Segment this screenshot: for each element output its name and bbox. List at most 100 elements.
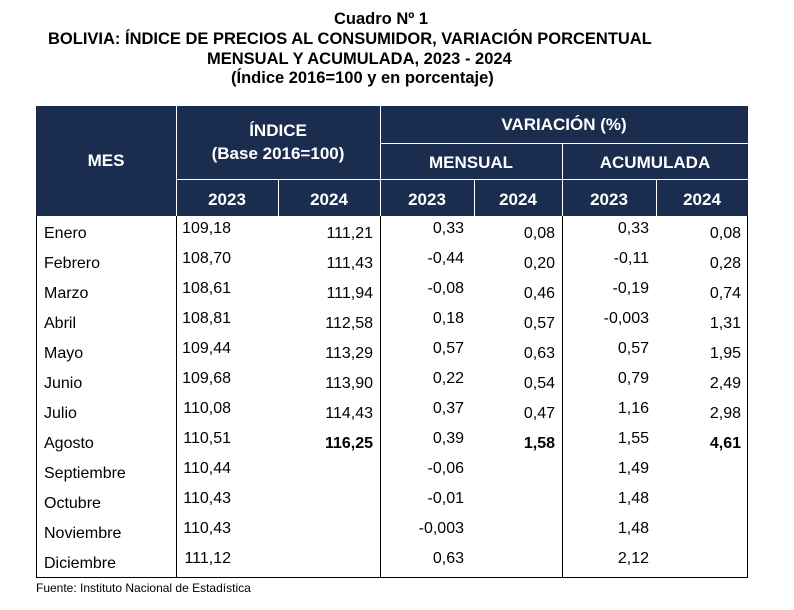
cell-m23: 0,33	[432, 220, 464, 237]
cell-a23: 1,48	[617, 520, 649, 537]
cell-i23: 110,43	[183, 490, 231, 507]
header-divider	[474, 180, 475, 216]
title-line-4: (Índice 2016=100 y en porcentaje)	[231, 69, 494, 87]
cell-i23: 109,18	[182, 220, 231, 237]
cell-i23: 109,68	[182, 370, 231, 387]
cell-i23: 110,43	[183, 520, 231, 537]
header-divider	[176, 179, 748, 180]
cell-i24: 116,25	[324, 435, 373, 452]
row-month: Noviembre	[44, 525, 122, 542]
cell-a23: -0,19	[612, 280, 649, 297]
cell-a23: 2,12	[617, 550, 649, 567]
cell-i24: 111,94	[326, 285, 373, 302]
header-divider	[562, 144, 563, 216]
header-divider	[656, 180, 657, 216]
title-line-3: MENSUAL Y ACUMULADA, 2023 - 2024	[207, 50, 512, 68]
cell-m23: 0,22	[432, 370, 464, 387]
cell-a23: 1,55	[617, 430, 649, 447]
cell-a24: 0,28	[709, 255, 741, 272]
cell-m24: 0,08	[523, 225, 555, 242]
cell-m23: 0,37	[432, 400, 464, 417]
cell-a23: -0,003	[603, 310, 649, 327]
table-header: MES ÍNDICE (Base 2016=100) VARIACIÓN (%)…	[36, 106, 748, 216]
header-divider	[176, 106, 177, 216]
column-divider	[380, 216, 381, 577]
column-divider	[562, 216, 563, 577]
year-mensual-2023: 2023	[408, 190, 446, 209]
cell-i23: 110,08	[183, 400, 231, 417]
cell-i24: 111,43	[326, 255, 373, 272]
row-month: Marzo	[44, 285, 89, 302]
header-divider	[380, 143, 748, 144]
cell-m24: 0,46	[523, 285, 555, 302]
header-mes: MES	[87, 151, 125, 170]
source-note: Fuente: Instituto Nacional de Estadístic…	[36, 581, 251, 595]
cell-a23: 1,48	[617, 490, 649, 507]
cell-i23: 109,44	[182, 340, 231, 357]
cell-m23: -0,003	[418, 520, 464, 537]
cell-a23: 0,57	[617, 340, 649, 357]
column-divider	[176, 216, 177, 577]
cell-i24: 112,58	[325, 315, 373, 332]
cell-i24: 113,29	[325, 345, 373, 362]
cell-i23: 110,51	[183, 430, 231, 447]
year-indice-2023: 2023	[208, 190, 246, 209]
cell-m23: -0,01	[427, 490, 464, 507]
cell-i23: 108,81	[182, 310, 231, 327]
cell-i23: 108,70	[182, 250, 231, 267]
row-month: Julio	[44, 405, 77, 422]
row-month: Mayo	[44, 345, 84, 362]
cell-i24: 111,21	[326, 225, 373, 242]
cell-i23: 108,61	[182, 280, 231, 297]
year-mensual-2024: 2024	[499, 190, 537, 209]
title-line-2: BOLIVIA: ÍNDICE DE PRECIOS AL CONSUMIDOR…	[48, 30, 652, 48]
row-month: Enero	[44, 225, 87, 242]
cell-m24: 0,57	[523, 315, 555, 332]
row-month: Septiembre	[44, 465, 126, 482]
cell-a24: 1,95	[709, 345, 741, 362]
cell-m23: -0,06	[427, 460, 464, 477]
header-variacion: VARIACIÓN (%)	[501, 115, 627, 134]
cell-m23: 0,63	[432, 550, 464, 567]
cell-a24: 2,98	[709, 405, 741, 422]
table-body: Enero 109,18 111,21 0,33 0,08 0,33 0,08 Febrero…	[36, 216, 748, 578]
cell-i23: 111,12	[184, 550, 231, 567]
cell-a23: 0,33	[617, 220, 649, 237]
row-month: Diciembre	[44, 555, 117, 572]
cell-i23: 110,44	[183, 460, 231, 477]
row-month: Junio	[44, 375, 83, 392]
row-month: Febrero	[44, 255, 101, 272]
cell-m23: 0,18	[432, 310, 464, 327]
cell-a24: 0,74	[709, 285, 741, 302]
cell-a24: 1,31	[709, 315, 741, 332]
header-acumulada: ACUMULADA	[599, 153, 711, 172]
header-mensual: MENSUAL	[428, 153, 514, 172]
row-month: Agosto	[44, 435, 94, 452]
year-acumulada-2024: 2024	[683, 190, 721, 209]
cell-m23: 0,57	[432, 340, 464, 357]
header-indice: ÍNDICE	[249, 121, 307, 140]
header-base: (Base 2016=100)	[211, 144, 345, 163]
row-month: Abril	[44, 315, 77, 332]
cell-a23: -0,11	[613, 250, 649, 267]
title-line-1: Cuadro Nº 1	[334, 10, 429, 28]
cell-m23: -0,44	[427, 250, 464, 267]
cell-m24: 0,47	[523, 405, 555, 422]
cell-a23: 1,16	[617, 400, 649, 417]
cell-m24: 0,54	[523, 375, 555, 392]
cell-i24: 113,90	[325, 375, 373, 392]
year-acumulada-2023: 2023	[590, 190, 628, 209]
cell-a23: 1,49	[617, 460, 649, 477]
header-divider	[380, 106, 381, 216]
year-indice-2024: 2024	[310, 190, 348, 209]
row-month: Octubre	[44, 495, 101, 512]
cell-i24: 114,43	[325, 405, 373, 422]
cell-a23: 0,79	[617, 370, 649, 387]
cell-m23: -0,08	[427, 280, 464, 297]
cell-m24: 0,63	[523, 345, 555, 362]
cell-m23: 0,39	[432, 430, 464, 447]
cell-m24: 0,20	[523, 255, 555, 272]
header-divider	[278, 180, 279, 216]
cell-a24: 2,49	[709, 375, 741, 392]
cell-m24: 1,58	[523, 435, 555, 452]
